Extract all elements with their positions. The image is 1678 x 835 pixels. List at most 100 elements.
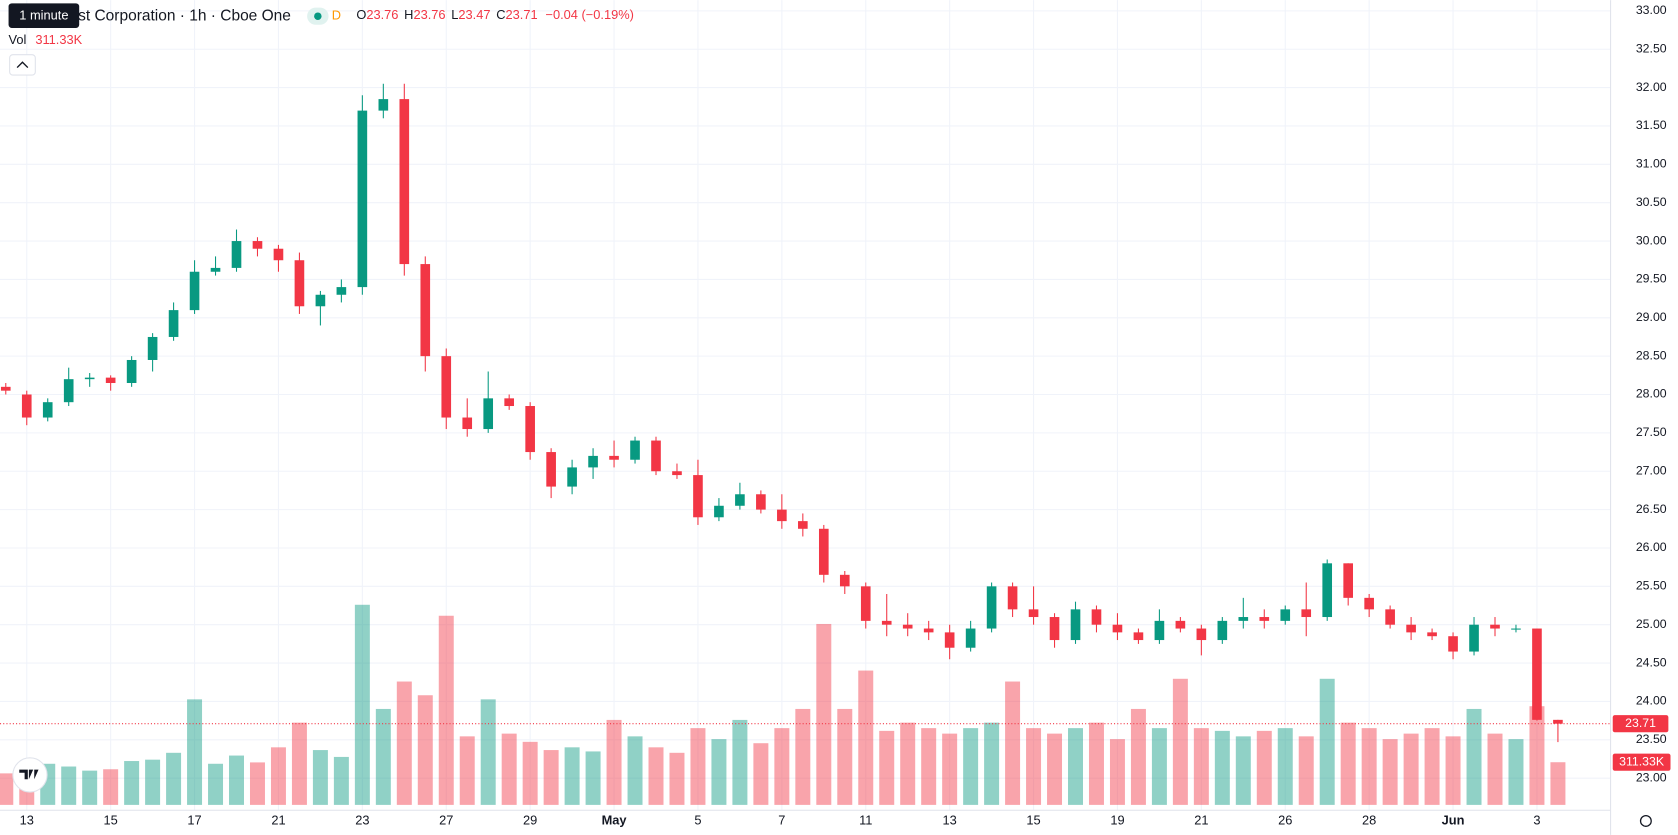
volume-value: 311.33K (35, 32, 82, 47)
volume-bar (1026, 728, 1042, 805)
volume-bar (1130, 708, 1146, 805)
volume-bar (1508, 739, 1524, 805)
candle-body (567, 467, 577, 487)
volume-bar (249, 762, 265, 805)
volume-bar (1424, 728, 1440, 805)
candle-body (1112, 624, 1123, 633)
y-tick-label: 29.00 (1636, 310, 1667, 324)
x-tick-label: 11 (859, 812, 872, 827)
x-tick-label: Jun (1442, 812, 1465, 827)
volume-bar (774, 728, 790, 805)
collapse-icon (16, 61, 29, 69)
candle-body (651, 440, 661, 472)
volume-bar (984, 722, 1000, 805)
x-tick-label: 5 (694, 812, 701, 827)
x-tick-label: 17 (187, 812, 201, 827)
volume-bar (1277, 728, 1293, 805)
x-tick-label: 21 (271, 812, 285, 827)
volume-bar (690, 728, 706, 805)
x-tick-label: 15 (1026, 812, 1040, 827)
candle-body (1133, 632, 1144, 641)
volume-bar (1298, 736, 1314, 805)
volume-bar (522, 741, 538, 805)
volume-bar (711, 739, 727, 805)
last-volume-label: 311.33K (1619, 754, 1665, 768)
ohlc-label: L (451, 8, 458, 23)
candle-body (1385, 609, 1395, 625)
ohlc-legend: O23.76 H23.76 L23.47 C23.71 −0.04 (−0.19… (356, 8, 634, 23)
candle-body (1049, 617, 1060, 641)
y-tick-label: 26.50 (1636, 502, 1667, 516)
candle-body (1364, 597, 1374, 610)
candle-body (735, 494, 745, 506)
candle-body (420, 264, 431, 357)
y-tick-label: 23.50 (1636, 732, 1667, 746)
x-tick-label: 27 (439, 812, 453, 827)
candle-body (1553, 719, 1563, 724)
candle-body (672, 471, 682, 476)
candle-body (126, 359, 137, 384)
y-tick-label: 23.00 (1636, 770, 1667, 784)
x-tick-label: 29 (523, 812, 537, 827)
y-tick-label: 30.00 (1636, 233, 1667, 247)
volume-bar (627, 736, 643, 805)
candle-body (147, 336, 158, 360)
y-tick-label: 24.00 (1636, 694, 1667, 708)
volume-bar (900, 722, 916, 805)
volume-bar (1151, 728, 1167, 805)
x-tick-label: 7 (778, 812, 785, 827)
volume-bar (858, 670, 874, 805)
candle-body (1427, 632, 1437, 637)
volume-bar (0, 773, 14, 805)
candle-body (525, 406, 535, 453)
candle-body (839, 574, 850, 587)
collapse-button[interactable] (9, 54, 36, 76)
last-volume-box (1612, 753, 1671, 771)
volume-bar (816, 623, 832, 805)
status-dot (314, 12, 322, 20)
grid (0, 0, 1611, 811)
candle-body (336, 287, 347, 295)
axes: 23.00 23.50 24.00 24.50 25.00 25.50 26.00 26.50… (20, 3, 1671, 827)
volume-bar (753, 743, 769, 805)
y-tick-label: 32.50 (1636, 41, 1667, 55)
volume-bar (438, 615, 454, 805)
volume-bar (1068, 728, 1083, 805)
candle-body (1490, 624, 1500, 629)
candle-body (504, 398, 514, 407)
candle-body (756, 494, 766, 510)
x-tick-label: May (602, 812, 628, 827)
change-label: −0.04 (−0.19%) (545, 8, 633, 23)
candle-body (965, 628, 976, 648)
volume-bar (417, 695, 433, 805)
candle-body (923, 628, 934, 633)
candle-body (714, 505, 724, 518)
volume-bar (921, 728, 937, 805)
candle-body (1238, 617, 1249, 621)
candle-body (1175, 620, 1186, 629)
volume-bar (1214, 730, 1230, 805)
candle-body (609, 455, 619, 460)
ohlc-value: 23.76 (366, 8, 398, 23)
volume-bar (732, 719, 748, 805)
candle-body (21, 394, 32, 418)
x-tick-label: 13 (20, 812, 34, 827)
volume-bar (1403, 733, 1419, 805)
candle-body (105, 377, 116, 384)
volume-bar (1382, 739, 1398, 805)
y-tick-label: 26.00 (1636, 540, 1667, 554)
settings-icon[interactable] (1639, 814, 1652, 827)
volume-bar (1172, 678, 1188, 805)
y-tick-label: 24.50 (1636, 655, 1667, 669)
y-tick-label: 27.00 (1636, 463, 1667, 477)
x-tick-label: 26 (1278, 812, 1292, 827)
candle-body (0, 386, 11, 391)
candle-body (1406, 624, 1416, 633)
y-tick-label: 31.00 (1636, 157, 1667, 171)
candle-body (1007, 586, 1018, 610)
volume-bar (312, 750, 328, 805)
y-tick-label: 28.00 (1636, 387, 1667, 401)
volume-bar (879, 730, 895, 805)
volume-bar (606, 719, 622, 805)
